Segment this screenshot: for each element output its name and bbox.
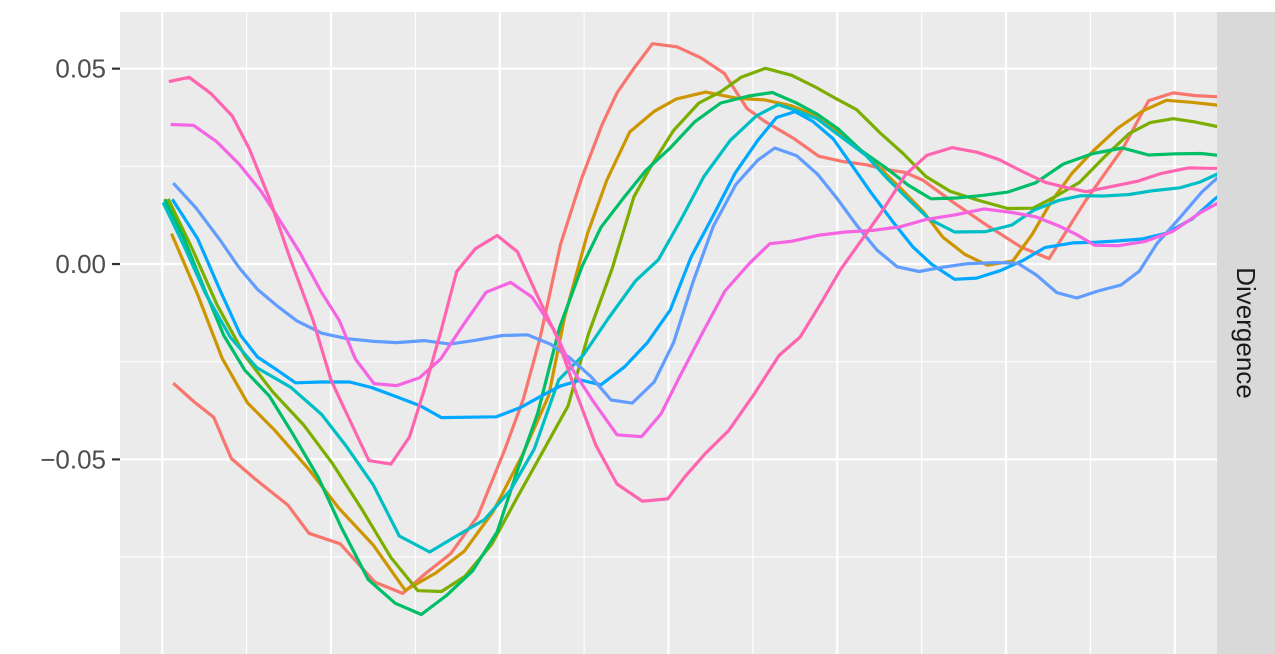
series-line-1	[172, 42, 1275, 595]
series-line-9	[168, 75, 1275, 503]
y-tick-label: 0.05	[55, 54, 106, 84]
series-layer	[161, 42, 1275, 617]
series-line-6	[170, 110, 1275, 420]
y-tick-label: −0.05	[40, 444, 106, 474]
facet-strip	[1217, 12, 1275, 654]
major-grid	[120, 12, 1217, 654]
y-tick-label: 0.00	[55, 249, 106, 279]
series-line-3	[166, 66, 1275, 594]
series-line-7	[172, 137, 1275, 405]
series-line-2	[170, 90, 1275, 592]
series-line-5	[161, 103, 1275, 554]
series-line-8	[170, 122, 1275, 439]
series-line-4	[163, 90, 1275, 617]
facet-strip-label: Divergence	[1231, 267, 1261, 399]
y-axis: 0.05 0.00 −0.05	[40, 54, 120, 474]
